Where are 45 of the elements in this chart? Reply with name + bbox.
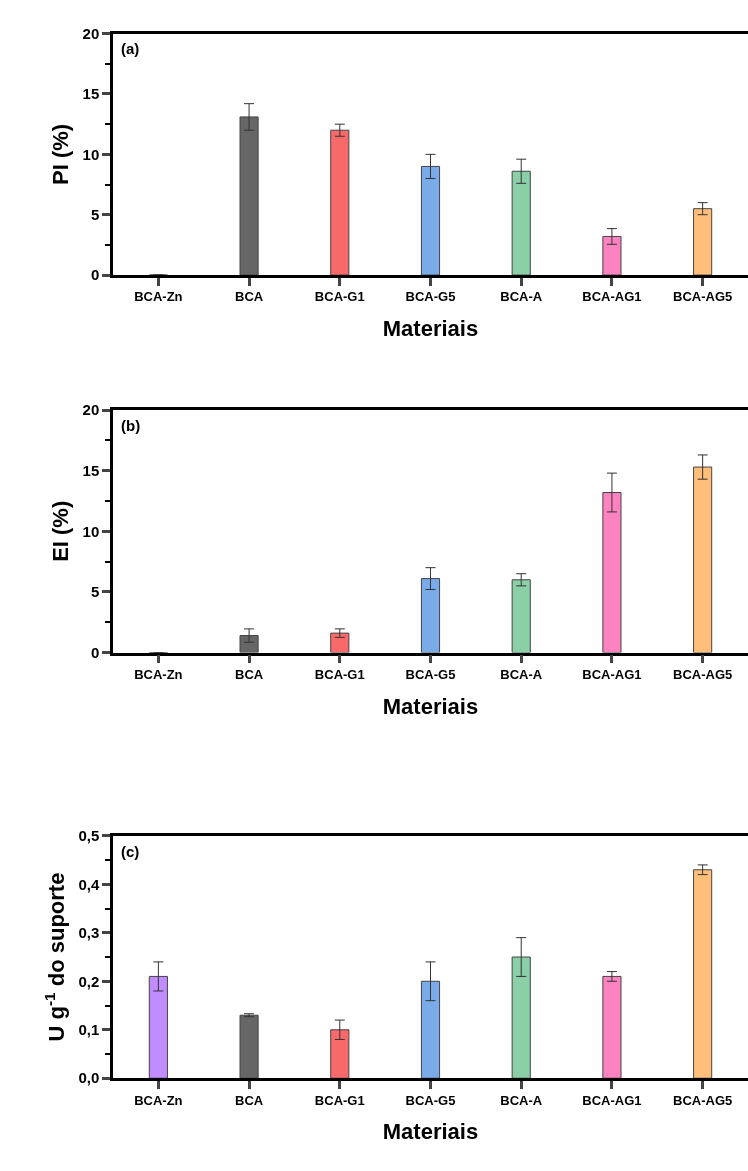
x-tick-label: BCA-AG5: [673, 666, 733, 682]
x-tick-label: BCA-AG1: [582, 1092, 642, 1108]
y-axis-title: PI (%): [48, 123, 74, 185]
annotation: (b): [121, 417, 141, 434]
x-tick-label: BCA: [234, 1092, 264, 1108]
y-tick-label: 0: [90, 266, 100, 284]
x-axis-title: Materiais: [382, 693, 479, 719]
x-tick-label: BCA-Zn: [134, 1092, 183, 1108]
y-tick-label: 10: [82, 145, 100, 163]
y-axis-title: EI (%): [48, 500, 74, 562]
x-tick-label: BCA-G1: [314, 1092, 365, 1108]
x-tick-label: BCA-A: [500, 289, 543, 305]
y-tick-label: 0: [90, 643, 100, 661]
annotation: (c): [121, 843, 140, 860]
x-tick-label: BCA-G5: [405, 666, 456, 682]
x-tick-label: BCA: [234, 666, 264, 682]
y-tick-label: 0,5: [78, 827, 100, 845]
y-tick-label: 20: [82, 24, 100, 42]
x-axis-title: Materiais: [382, 316, 479, 342]
x-axis-title: Materiais: [382, 1119, 479, 1145]
x-tick-label: BCA-G5: [405, 289, 456, 305]
y-tick-label: 5: [90, 583, 100, 601]
x-tick-label: BCA-AG5: [673, 289, 733, 305]
y-tick-label: 0,0: [78, 1069, 100, 1087]
x-tick-label: BCA-G5: [405, 1092, 456, 1108]
y-tick-label: 15: [82, 461, 100, 479]
x-tick-label: BCA-AG1: [582, 666, 642, 682]
x-tick-label: BCA-AG5: [673, 1092, 733, 1108]
y-tick-label: 0,2: [78, 972, 100, 990]
y-tick-label: 20: [82, 401, 100, 419]
y-tick-label: 0,1: [78, 1021, 100, 1039]
y-tick-label: 0,3: [78, 924, 100, 942]
y-tick-label: 10: [82, 522, 100, 540]
x-tick-label: BCA-Zn: [134, 289, 183, 305]
x-tick-label: BCA-A: [500, 666, 543, 682]
x-tick-label: BCA-Zn: [134, 666, 183, 682]
annotation: (a): [121, 40, 140, 57]
y-tick-label: 0,4: [78, 875, 100, 893]
x-tick-label: BCA: [234, 289, 264, 305]
x-tick-label: BCA-G1: [314, 666, 365, 682]
y-tick-label: 5: [90, 205, 100, 223]
x-tick-label: BCA-G1: [314, 289, 365, 305]
y-tick-label: 15: [82, 85, 100, 103]
x-tick-label: BCA-AG1: [582, 289, 642, 305]
x-tick-label: BCA-A: [500, 1092, 543, 1108]
